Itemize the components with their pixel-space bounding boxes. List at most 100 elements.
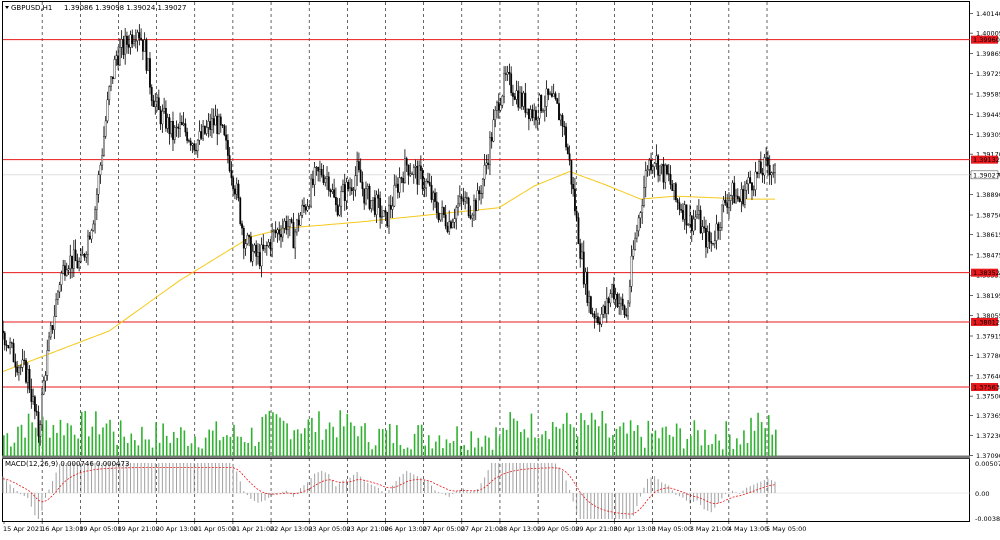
volume-bar xyxy=(350,422,352,456)
candle-body xyxy=(572,184,575,190)
time-label: 15 Apr 2021 xyxy=(3,525,43,533)
candle-body xyxy=(184,123,187,133)
candle-body xyxy=(623,305,626,315)
candle-body xyxy=(625,314,628,317)
volume-bar xyxy=(98,434,101,456)
volume-bar xyxy=(190,443,193,456)
dropdown-triangle-icon[interactable] xyxy=(5,6,9,9)
candle-body xyxy=(315,167,318,169)
volume-bar xyxy=(675,423,678,456)
candle-body xyxy=(25,360,27,383)
volume-bar xyxy=(13,442,16,456)
price-tick-label: 1.38055 xyxy=(976,312,1000,320)
candle-body xyxy=(575,210,578,218)
volume-bar xyxy=(566,412,568,456)
candle-body xyxy=(678,202,681,210)
candle-body xyxy=(161,111,164,125)
price-tick-label: 1.39865 xyxy=(976,50,1000,58)
candle-body xyxy=(735,195,737,204)
candle-body xyxy=(288,219,291,227)
candle-body xyxy=(690,215,693,232)
candle-body xyxy=(157,97,160,110)
candle-body xyxy=(117,55,119,66)
volume-bar xyxy=(718,440,720,456)
volume-bar xyxy=(495,427,497,456)
candle-body xyxy=(389,204,392,210)
candle-body xyxy=(427,181,429,183)
candle-body xyxy=(10,342,13,344)
candle-body xyxy=(253,244,256,252)
volume-bar xyxy=(307,419,310,456)
candle-body xyxy=(207,121,210,128)
candle-body xyxy=(85,254,88,258)
candle-body xyxy=(767,157,769,166)
time-label: 16 Apr 13:00 xyxy=(41,525,83,533)
volume-bar xyxy=(27,413,30,456)
candle-body xyxy=(655,155,658,164)
candle-body xyxy=(708,231,711,242)
candle-body xyxy=(634,237,637,250)
volume-bar xyxy=(204,437,207,456)
candle-body xyxy=(703,226,706,229)
level-tag-label: 1.39960 xyxy=(973,36,1000,44)
candle-body xyxy=(444,214,447,227)
candle-body xyxy=(242,228,245,249)
volume-bar xyxy=(289,439,292,456)
candle-body xyxy=(317,167,320,172)
candle-body xyxy=(458,196,461,205)
candle-body xyxy=(545,88,548,107)
candle-body xyxy=(101,155,104,166)
candle-body xyxy=(234,188,236,195)
volume-bar xyxy=(45,420,48,456)
candle-body xyxy=(434,192,436,202)
volume-bar xyxy=(243,442,246,456)
volume-bar xyxy=(396,425,398,456)
candle-body xyxy=(701,226,704,234)
candle-body xyxy=(19,367,22,369)
candle-body xyxy=(756,171,759,174)
candle-body xyxy=(138,32,141,39)
time-label: 29 Apr 21:00 xyxy=(575,525,617,533)
volume-bar xyxy=(378,428,380,456)
candle-body xyxy=(618,303,621,307)
candle-body xyxy=(198,131,201,141)
volume-bar xyxy=(392,443,395,456)
volume-bar xyxy=(413,433,416,456)
candle-body xyxy=(430,184,433,200)
volume-bar xyxy=(587,425,589,456)
volume-bar xyxy=(339,410,342,456)
macd-label: MACD(12,26,9) 0.000746 0.000473 xyxy=(5,460,129,468)
volume-bar xyxy=(77,438,79,456)
candle-body xyxy=(18,367,20,373)
candle-body xyxy=(131,34,134,44)
candle-body xyxy=(3,332,6,346)
candle-body xyxy=(605,298,608,314)
volume-bar xyxy=(215,421,218,456)
volume-bar xyxy=(484,435,487,456)
level-tag xyxy=(971,155,998,164)
candle-body xyxy=(478,190,481,194)
price-tick-label: 1.37915 xyxy=(976,333,1000,341)
volume-bar xyxy=(169,442,172,456)
volume-bar xyxy=(59,419,62,456)
candle-body xyxy=(345,181,348,201)
candle-body xyxy=(228,155,231,171)
volume-bar xyxy=(211,430,214,456)
volume-bar xyxy=(672,436,674,456)
candle-body xyxy=(363,188,366,204)
volume-bar xyxy=(20,424,23,456)
volume-bar xyxy=(665,426,667,456)
candle-body xyxy=(343,184,346,201)
candle-body xyxy=(329,189,332,193)
volume-bar xyxy=(686,438,689,456)
volume-bar xyxy=(576,436,579,456)
candle-body xyxy=(163,107,166,112)
volume-bar xyxy=(629,420,632,456)
candle-body xyxy=(283,221,286,229)
candle-body xyxy=(154,101,157,107)
candle-body xyxy=(357,161,360,171)
candle-body xyxy=(425,181,428,189)
candle-body xyxy=(347,181,350,189)
volume-bar xyxy=(551,421,554,456)
